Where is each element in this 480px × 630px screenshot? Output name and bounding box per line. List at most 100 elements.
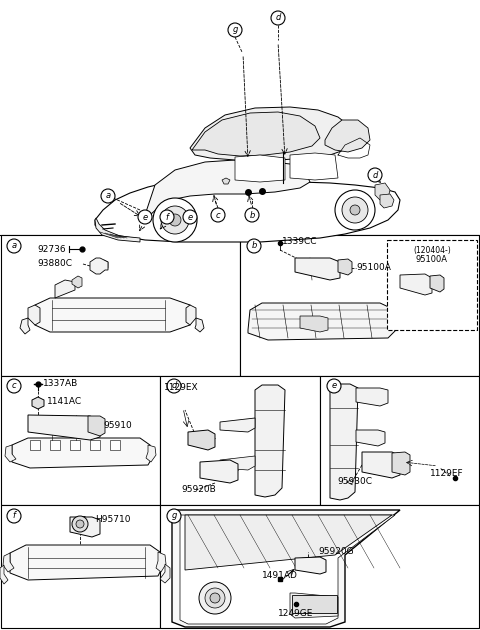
Polygon shape	[90, 440, 100, 450]
Polygon shape	[222, 178, 230, 184]
Polygon shape	[400, 274, 432, 295]
Polygon shape	[35, 298, 195, 332]
Polygon shape	[72, 276, 82, 288]
Polygon shape	[192, 112, 320, 156]
Text: 95100A: 95100A	[356, 263, 391, 273]
Polygon shape	[110, 440, 120, 450]
Polygon shape	[356, 388, 388, 406]
Text: f: f	[12, 512, 15, 520]
Circle shape	[350, 205, 360, 215]
Circle shape	[101, 189, 115, 203]
Polygon shape	[325, 120, 370, 152]
Polygon shape	[28, 415, 100, 440]
Circle shape	[183, 210, 197, 224]
Polygon shape	[55, 280, 75, 298]
Circle shape	[327, 379, 341, 393]
Polygon shape	[290, 153, 338, 180]
Polygon shape	[375, 183, 390, 200]
Text: 95920B: 95920B	[181, 486, 216, 495]
Circle shape	[368, 168, 382, 182]
Text: a: a	[106, 192, 110, 200]
Bar	[292, 595, 337, 613]
Text: d: d	[372, 171, 378, 180]
Polygon shape	[88, 416, 105, 436]
Text: b: b	[249, 210, 255, 219]
Text: e: e	[187, 212, 192, 222]
Circle shape	[228, 23, 242, 37]
Polygon shape	[300, 316, 328, 332]
Polygon shape	[50, 440, 60, 450]
Polygon shape	[356, 430, 385, 446]
Polygon shape	[32, 397, 44, 409]
Bar	[240, 235, 479, 376]
Circle shape	[167, 509, 181, 523]
Polygon shape	[190, 107, 358, 161]
Text: 1491AD: 1491AD	[262, 571, 298, 580]
Polygon shape	[172, 510, 400, 627]
Text: (120404-): (120404-)	[413, 246, 451, 255]
Circle shape	[342, 197, 368, 223]
Text: d: d	[276, 13, 281, 23]
Circle shape	[199, 582, 231, 614]
Text: g: g	[171, 512, 177, 520]
Text: H95710: H95710	[95, 515, 131, 524]
Circle shape	[72, 516, 88, 532]
Circle shape	[160, 210, 174, 224]
Polygon shape	[235, 155, 285, 182]
Polygon shape	[220, 456, 255, 470]
Circle shape	[161, 206, 189, 234]
Text: 95910: 95910	[103, 421, 132, 430]
Text: 1129EX: 1129EX	[164, 384, 199, 392]
Polygon shape	[186, 305, 196, 325]
Polygon shape	[290, 593, 338, 618]
Circle shape	[7, 379, 21, 393]
Polygon shape	[156, 552, 166, 572]
Polygon shape	[220, 418, 255, 432]
Circle shape	[153, 198, 197, 242]
Polygon shape	[248, 303, 398, 340]
Polygon shape	[180, 515, 395, 624]
Circle shape	[335, 190, 375, 230]
Circle shape	[210, 593, 220, 603]
Text: a: a	[12, 241, 17, 251]
Text: 95100A: 95100A	[416, 256, 448, 265]
Circle shape	[138, 210, 152, 224]
Text: f: f	[166, 212, 168, 222]
Circle shape	[271, 11, 285, 25]
Polygon shape	[295, 557, 326, 574]
Bar	[1, 376, 160, 505]
Text: 1141AC: 1141AC	[47, 396, 82, 406]
Polygon shape	[3, 553, 14, 572]
Polygon shape	[70, 517, 100, 537]
Polygon shape	[95, 218, 140, 242]
Polygon shape	[338, 259, 352, 275]
Polygon shape	[362, 452, 400, 478]
Text: 1337AB: 1337AB	[43, 379, 78, 389]
Polygon shape	[145, 160, 310, 215]
Circle shape	[205, 588, 225, 608]
Polygon shape	[30, 440, 40, 450]
Text: b: b	[252, 241, 257, 251]
Text: 1129EF: 1129EF	[430, 469, 464, 478]
Circle shape	[76, 520, 84, 528]
Polygon shape	[430, 275, 444, 292]
Bar	[1, 505, 160, 628]
Bar	[160, 376, 320, 505]
Polygon shape	[255, 385, 285, 497]
Polygon shape	[70, 440, 80, 450]
Circle shape	[245, 208, 259, 222]
Polygon shape	[392, 452, 410, 475]
Polygon shape	[10, 545, 162, 580]
Text: 95920G: 95920G	[318, 546, 354, 556]
Text: 95930C: 95930C	[337, 478, 372, 486]
Bar	[1, 235, 240, 376]
Polygon shape	[5, 445, 16, 462]
Text: 1339CC: 1339CC	[282, 236, 317, 246]
Polygon shape	[295, 258, 340, 280]
Polygon shape	[0, 565, 8, 584]
Polygon shape	[380, 194, 394, 208]
Polygon shape	[90, 258, 108, 274]
Circle shape	[7, 509, 21, 523]
Text: 1249GE: 1249GE	[278, 609, 313, 619]
Bar	[160, 505, 479, 628]
